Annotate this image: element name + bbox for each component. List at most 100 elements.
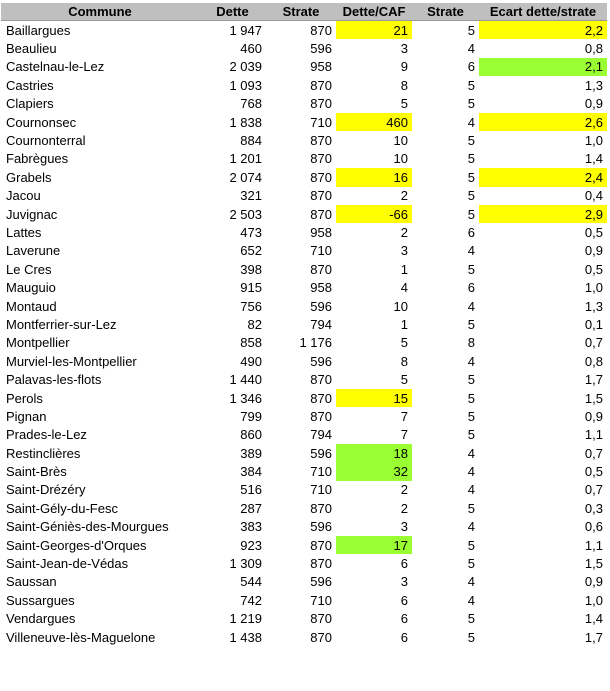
table-row: Grabels 2 074 870 16 5 2,4: [1, 168, 607, 187]
cell-strate: 870: [310, 151, 332, 167]
cell-commune: Saint-Jean-de-Védas: [6, 556, 129, 572]
cell-strate-2: 8: [467, 335, 475, 351]
cell-dette: 652: [240, 243, 262, 259]
cell-commune: Saint-Gély-du-Fesc: [6, 500, 118, 516]
table-row: Baillargues 1 947 870 21 5 2,2: [1, 20, 607, 40]
cell-ecart: 0,9: [584, 96, 603, 112]
cell-strate: 870: [310, 261, 332, 277]
cell-strate: 794: [310, 427, 332, 443]
cell-commune: Pignan: [6, 408, 47, 424]
cell-dette-caf: 10: [393, 133, 408, 149]
cell-strate-2: 5: [467, 169, 475, 185]
cell-ecart: 1,1: [584, 537, 603, 553]
cell-ecart: 0,9: [584, 574, 603, 590]
cell-strate-2: 4: [467, 574, 475, 590]
cell-strate-2: 4: [467, 353, 475, 369]
cell-ecart: 0,4: [584, 188, 603, 204]
cell-strate-2: 4: [467, 482, 475, 498]
cell-strate-2: 4: [467, 298, 475, 314]
cell-ecart: 1,3: [584, 77, 603, 93]
cell-strate: 870: [310, 500, 332, 516]
cell-dette: 1 440: [229, 372, 262, 388]
cell-commune: Saussan: [6, 574, 57, 590]
cell-commune: Saint-Géniès-des-Mourgues: [6, 519, 169, 535]
cell-commune: Montaud: [6, 298, 57, 314]
cell-ecart: 0,7: [584, 335, 603, 351]
cell-strate-2: 5: [467, 206, 475, 222]
cell-strate: 710: [310, 114, 332, 130]
cell-dette: 1 201: [229, 151, 262, 167]
cell-commune: Restinclières: [6, 445, 81, 461]
cell-commune: Prades-le-Lez: [6, 427, 87, 443]
cell-strate-2: 6: [467, 59, 475, 75]
cell-strate-2: 5: [467, 427, 475, 443]
cell-strate: 870: [310, 408, 332, 424]
table-row: Montaud 756 596 10 4 1,3: [1, 297, 607, 315]
cell-dette: 1 947: [229, 22, 262, 38]
cell-dette: 1 838: [229, 114, 262, 130]
table-row: Cournonsec 1 838 710 460 4 2,6: [1, 112, 607, 132]
cell-strate: 870: [310, 372, 332, 388]
table-row: Prades-le-Lez 860 794 7 5 1,1: [1, 426, 607, 444]
cell-strate: 870: [310, 537, 332, 553]
table-row: Castelnau-le-Lez 2 039 958 9 6 2,1: [1, 57, 607, 77]
cell-strate-2: 5: [467, 408, 475, 424]
cell-strate: 958: [310, 224, 332, 240]
cell-dette: 383: [240, 519, 262, 535]
cell-strate-2: 5: [467, 188, 475, 204]
cell-dette-caf: 1: [400, 316, 408, 332]
table-row: Beaulieu 460 596 3 4 0,8: [1, 39, 607, 57]
cell-dette: 2 039: [229, 59, 262, 75]
cell-commune: Murviel-les-Montpellier: [6, 353, 137, 369]
cell-commune: Montferrier-sur-Lez: [6, 316, 117, 332]
cell-strate-2: 5: [467, 96, 475, 112]
cell-strate: 596: [310, 353, 332, 369]
cell-ecart: 0,1: [584, 316, 603, 332]
cell-ecart: 1,0: [584, 592, 603, 608]
cell-commune: Le Cres: [6, 261, 52, 277]
cell-dette-caf: 21: [336, 20, 412, 40]
cell-commune: Cournonsec: [6, 114, 77, 130]
cell-strate: 710: [310, 592, 332, 608]
table-row: Restinclières 389 596 18 4 0,7: [1, 443, 607, 463]
cell-commune: Saint-Drézéry: [6, 482, 86, 498]
cell-ecart: 1,5: [584, 390, 603, 406]
cell-strate-2: 5: [467, 556, 475, 572]
cell-dette: 1 346: [229, 390, 262, 406]
cell-strate-2: 4: [467, 519, 475, 535]
cell-strate: 710: [310, 482, 332, 498]
cell-dette-caf: 8: [400, 353, 408, 369]
cell-dette: 287: [240, 500, 262, 516]
table-body: Baillargues 1 947 870 21 5 2,2 Beaulieu 460 596 3…: [1, 20, 607, 647]
cell-dette-caf: 2: [400, 188, 408, 204]
header-row: Commune Dette Strate Dette/CAF Strate Ec…: [1, 3, 607, 21]
cell-dette: 742: [240, 592, 262, 608]
cell-ecart: 2,1: [479, 57, 607, 77]
cell-commune: Fabrègues: [6, 151, 69, 167]
cell-strate: 870: [310, 96, 332, 112]
cell-strate: 596: [310, 574, 332, 590]
table-row: Laverune 652 710 3 4 0,9: [1, 242, 607, 260]
cell-dette: 490: [240, 353, 262, 369]
cell-ecart: 2,2: [479, 20, 607, 40]
cell-dette-caf: 5: [400, 372, 408, 388]
cell-strate-2: 4: [467, 592, 475, 608]
cell-dette-caf: 3: [400, 243, 408, 259]
cell-dette: 321: [240, 188, 262, 204]
cell-ecart: 1,4: [584, 151, 603, 167]
table-row: Saint-Géniès-des-Mourgues 383 596 3 4 0,6: [1, 518, 607, 536]
cell-strate: 870: [310, 77, 332, 93]
cell-dette-caf: -66: [336, 204, 412, 224]
cell-strate-2: 5: [467, 133, 475, 149]
cell-dette: 915: [240, 280, 262, 296]
cell-commune: Baillargues: [6, 22, 71, 38]
table-row: Jacou 321 870 2 5 0,4: [1, 187, 607, 205]
cell-strate: 958: [310, 280, 332, 296]
cell-dette-caf: 5: [400, 335, 408, 351]
cell-dette: 544: [240, 574, 262, 590]
cell-strate-2: 5: [467, 22, 475, 38]
cell-dette: 516: [240, 482, 262, 498]
cell-commune: Saint-Georges-d'Orques: [6, 537, 147, 553]
cell-ecart: 1,3: [584, 298, 603, 314]
cell-dette-caf: 10: [393, 151, 408, 167]
